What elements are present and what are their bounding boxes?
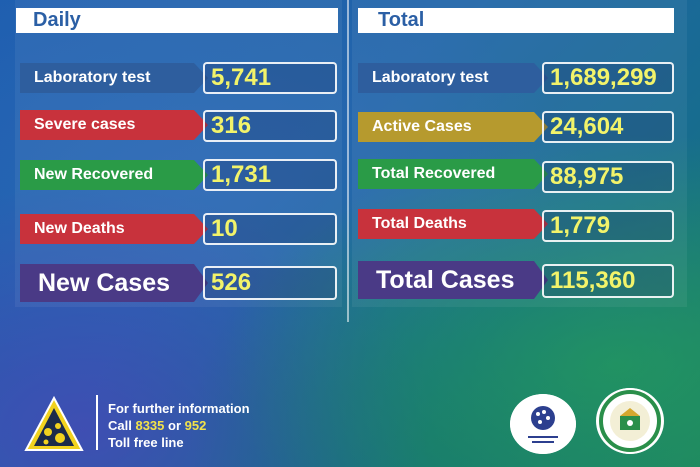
panel-divider — [347, 0, 349, 322]
daily-lab-test-value: 5,741 — [203, 62, 337, 94]
seal-emblem — [596, 388, 664, 454]
daily-new-recovered-value: 1,731 — [203, 159, 337, 191]
info-line-1: For further information — [108, 401, 250, 416]
phone-number-2[interactable]: 952 — [184, 418, 207, 433]
daily-severe-cases-label: Severe cases — [20, 110, 208, 140]
info-line-3: Toll free line — [108, 435, 184, 450]
daily-header: Daily — [16, 8, 338, 33]
total-panel — [352, 0, 687, 307]
daily-new-deaths-value: 10 — [203, 213, 337, 245]
total-deaths-label: Total Deaths — [358, 209, 548, 239]
daily-new-cases-value: 526 — [203, 266, 337, 300]
total-lab-test-value: 1,689,299 — [542, 62, 674, 94]
total-header: Total — [358, 8, 674, 33]
ministry-logo — [510, 394, 576, 454]
daily-new-cases-label: New Cases — [20, 264, 208, 302]
daily-new-deaths-label: New Deaths — [20, 214, 208, 244]
total-active-cases-label: Active Cases — [358, 112, 548, 142]
footer-divider — [96, 395, 98, 450]
total-recovered-label: Total Recovered — [358, 159, 548, 189]
daily-lab-test-label: Laboratory test — [20, 63, 208, 93]
total-active-cases-value: 24,604 — [542, 111, 674, 143]
daily-new-recovered-label: New Recovered — [20, 160, 208, 190]
total-lab-test-label: Laboratory test — [358, 63, 548, 93]
daily-severe-cases-value: 316 — [203, 110, 337, 142]
phone-number-1[interactable]: 8335 — [135, 418, 165, 433]
contact-info: For further information Call 8335 or 952… — [108, 400, 250, 451]
total-recovered-value: 88,975 — [542, 161, 674, 193]
total-cases-value: 115,360 — [542, 264, 674, 298]
call-prefix: Call — [108, 418, 132, 433]
info-line-2: Call 8335 or 952 — [108, 417, 250, 434]
daily-panel — [15, 0, 342, 307]
or-text: or — [168, 418, 182, 433]
warning-triangle-icon — [24, 396, 84, 451]
total-deaths-value: 1,779 — [542, 210, 674, 242]
total-cases-label: Total Cases — [358, 261, 548, 299]
